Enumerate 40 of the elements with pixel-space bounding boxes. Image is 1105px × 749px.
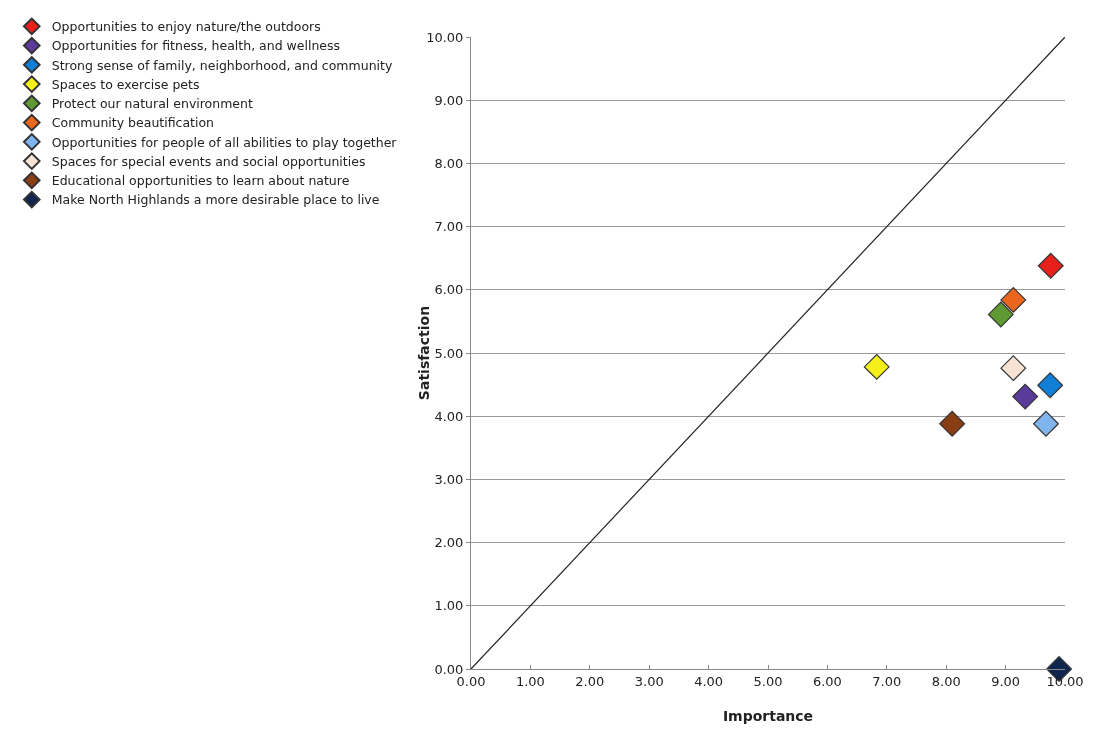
- point: [1037, 252, 1064, 279]
- legend-label: Strong sense of family, neighborhood, and community: [51, 57, 393, 73]
- legend-label: Opportunities for people of all abilities to play together: [51, 134, 398, 150]
- y-axis-title: Satisfaction: [416, 305, 433, 401]
- point: [1012, 383, 1039, 410]
- point: [939, 410, 966, 437]
- point: [1033, 410, 1059, 437]
- x-tick-label: 3.00: [634, 673, 664, 689]
- x-tick-label: 2.00: [575, 673, 605, 689]
- legend-label: Protect our natural environment: [51, 96, 253, 112]
- x-tick-label: 7.00: [872, 673, 902, 689]
- legend-label: Opportunities for fitness, health, and wellness: [51, 38, 341, 54]
- legend-label: Make North Highlands a more desirable place to live: [51, 192, 380, 208]
- x-tick-label: 6.00: [812, 673, 842, 689]
- legend-label: Educational opportunities to learn about nature: [51, 173, 350, 189]
- x-axis-title: Importance: [722, 708, 814, 724]
- legend-label: Community beautification: [51, 115, 215, 131]
- y-tick-label: 9.00: [434, 92, 464, 108]
- x-tick-label: 9.00: [991, 673, 1021, 689]
- y-tick-label: 1.00: [434, 598, 464, 614]
- point: [1000, 355, 1027, 382]
- x-tick-label: 4.00: [694, 673, 724, 689]
- legend-label: Spaces for special events and social opportunities: [51, 153, 366, 169]
- legend-label: Opportunities to enjoy nature/the outdoors: [51, 19, 321, 35]
- y-tick-label: 8.00: [434, 155, 464, 171]
- y-tick-label: 5.00: [434, 345, 464, 361]
- x-tick-label: 5.00: [753, 673, 783, 689]
- y-tick-label: 6.00: [434, 282, 464, 298]
- point: [1037, 372, 1064, 399]
- point: [863, 353, 890, 380]
- point: [1000, 286, 1027, 313]
- point: [987, 301, 1014, 328]
- y-tick-label: 3.00: [434, 471, 464, 487]
- x-tick-label: 8.00: [931, 673, 961, 689]
- y-tick-label: 2.00: [434, 535, 464, 551]
- legend-label: Spaces to exercise pets: [51, 76, 200, 92]
- x-tick-label: 1.00: [515, 673, 545, 689]
- y-tick-label: 7.00: [434, 219, 464, 235]
- y-tick-label: 4.00: [434, 408, 464, 424]
- y-tick-label: 10.00: [426, 29, 464, 45]
